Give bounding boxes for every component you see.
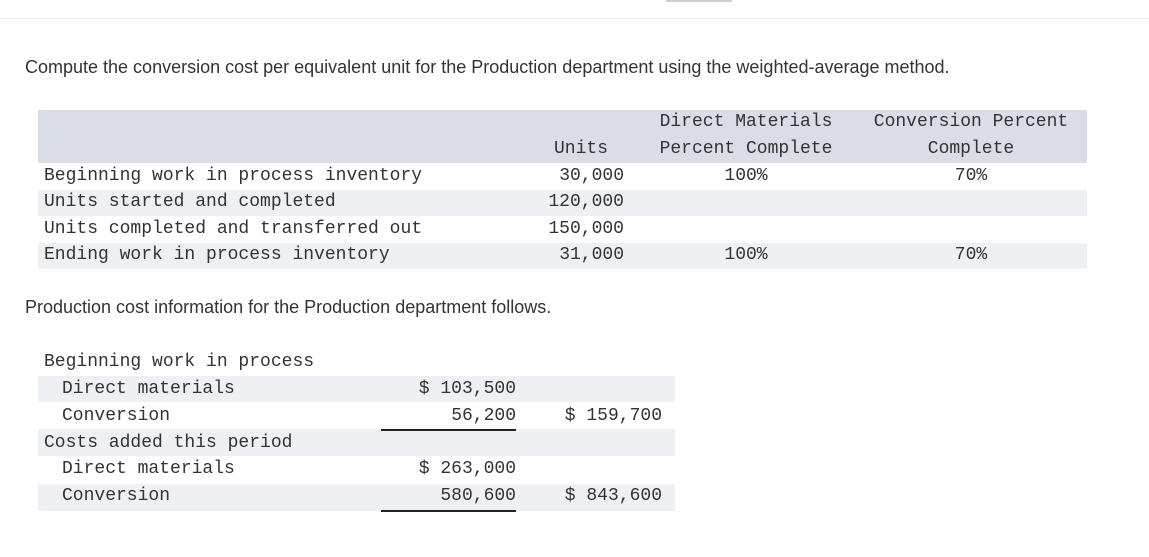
row-band bbox=[38, 376, 675, 402]
units-value: 30,000 bbox=[559, 166, 624, 186]
units-value: 31,000 bbox=[559, 245, 624, 265]
dm-percent: 100% bbox=[724, 166, 768, 186]
item-label: Direct materials bbox=[62, 459, 235, 479]
section-title: Costs added this period bbox=[44, 432, 293, 453]
item-label: Conversion bbox=[62, 405, 171, 426]
top-rule bbox=[0, 18, 1149, 19]
table-header bbox=[38, 110, 1087, 163]
row-band bbox=[38, 429, 675, 456]
amount: $ 263,000 bbox=[418, 459, 516, 479]
row-band bbox=[38, 484, 675, 511]
item-label: Conversion bbox=[62, 486, 171, 506]
row-label: Ending work in process inventory bbox=[44, 245, 390, 265]
column-header: Units bbox=[553, 139, 608, 159]
column-header: Direct Materials Percent Complete bbox=[659, 112, 833, 159]
conv-percent: 70% bbox=[954, 166, 988, 186]
row-label: Beginning work in process inventory bbox=[44, 166, 423, 186]
amount: $ 103,500 bbox=[418, 378, 516, 399]
underline bbox=[381, 429, 516, 431]
conv-percent: 70% bbox=[954, 245, 988, 265]
amount: 580,600 bbox=[440, 486, 516, 506]
dm-percent: 100% bbox=[724, 245, 768, 265]
row-band bbox=[38, 190, 1087, 216]
total: $ 843,600 bbox=[564, 486, 662, 506]
row-label: Units started and completed bbox=[44, 192, 336, 212]
amount: 56,200 bbox=[451, 405, 516, 426]
column-header: Conversion Percent Complete bbox=[873, 112, 1069, 159]
units-value: 120,000 bbox=[548, 192, 624, 212]
row-band bbox=[38, 243, 1087, 269]
intro: Production cost information for the Prod… bbox=[25, 297, 552, 317]
row-label: Units completed and transferred out bbox=[44, 219, 423, 239]
question: Compute the conversion cost per equivale… bbox=[25, 57, 950, 77]
section-title: Beginning work in process bbox=[44, 352, 315, 372]
units-value: 150,000 bbox=[548, 219, 624, 239]
top-tab bbox=[666, 0, 732, 2]
item-label: Direct materials bbox=[62, 378, 235, 399]
underline bbox=[381, 510, 516, 512]
total: $ 159,700 bbox=[564, 405, 662, 426]
